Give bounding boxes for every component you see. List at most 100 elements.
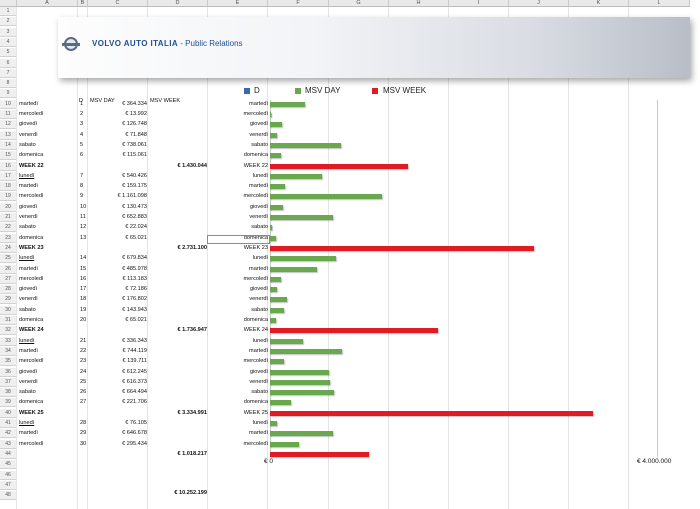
row-header-13[interactable]: 13 — [0, 130, 17, 140]
cell-day-label[interactable]: giovedì — [19, 286, 38, 293]
cell-msv-day[interactable]: € 176.802 — [122, 296, 147, 303]
column-header-d[interactable]: D — [148, 0, 208, 7]
row-header-12[interactable]: 12 — [0, 120, 17, 130]
cell-d[interactable]: 23 — [80, 358, 87, 365]
column-header-c[interactable]: C — [88, 0, 148, 7]
cell-d[interactable]: 6 — [80, 152, 84, 159]
row-header-14[interactable]: 14 — [0, 140, 17, 150]
cell-msv-week[interactable]: € 1.430.044 — [177, 162, 207, 169]
row-header-42[interactable]: 42 — [0, 429, 17, 439]
cell-d[interactable]: 18 — [80, 296, 87, 303]
cell-msv-day[interactable]: € 76.105 — [125, 420, 147, 426]
cell-day-label[interactable]: martedì — [19, 347, 38, 354]
cell-d[interactable]: 4 — [80, 131, 84, 138]
cell-d[interactable]: 26 — [80, 389, 87, 396]
cell-d[interactable]: 9 — [80, 193, 84, 200]
row-header-18[interactable]: 18 — [0, 182, 17, 192]
cell-d[interactable]: 29 — [80, 430, 87, 437]
select-all-corner[interactable] — [0, 0, 17, 7]
cell-day-label[interactable]: mercoledì — [19, 358, 44, 365]
cell-day-label[interactable]: WEEK 25 — [19, 409, 44, 416]
header-msv-day[interactable]: MSV DAY — [90, 98, 115, 104]
row-header-47[interactable]: 47 — [0, 480, 17, 490]
cell-day-label[interactable]: venerdì — [19, 296, 38, 303]
row-header-28[interactable]: 28 — [0, 285, 17, 295]
cell-day-label[interactable]: mercoledì — [19, 111, 44, 117]
cell-day-label[interactable]: venerdì — [19, 214, 38, 220]
cell-day-label[interactable]: giovedì — [19, 203, 38, 210]
cell-msv-day[interactable]: € 143.943 — [122, 306, 147, 313]
column-header-j[interactable]: J — [509, 0, 569, 7]
column-header-l[interactable]: L — [629, 0, 690, 7]
cell-msv-day[interactable]: € 1.161.098 — [117, 193, 147, 200]
cell-d[interactable]: 1 — [80, 100, 84, 107]
cell-msv-day[interactable]: € 221.706 — [122, 399, 147, 406]
row-header-46[interactable]: 46 — [0, 470, 17, 480]
header-msv-week[interactable]: MSV WEEK — [150, 98, 181, 104]
row-header-31[interactable]: 31 — [0, 316, 17, 325]
cell-msv-day[interactable]: € 115.061 — [122, 152, 147, 159]
cell-d[interactable]: 14 — [80, 255, 87, 262]
row-header-39[interactable]: 39 — [0, 398, 17, 408]
cell-d[interactable]: 30 — [80, 440, 87, 447]
cell-msv-week[interactable]: € 1.018.217 — [177, 450, 207, 457]
cell-day-label[interactable]: sabato — [19, 224, 36, 231]
cell-msv-day[interactable]: € 13.992 — [125, 111, 147, 117]
row-header-22[interactable]: 22 — [0, 223, 17, 233]
cell-day-label[interactable]: lunedì — [19, 255, 35, 262]
row-header-38[interactable]: 38 — [0, 388, 17, 398]
cell-day-label[interactable]: WEEK 22 — [19, 162, 44, 169]
cell-msv-day[interactable]: € 679.834 — [122, 255, 147, 262]
cell-day-label[interactable]: giovedì — [19, 368, 38, 375]
header-d[interactable]: D — [79, 98, 84, 104]
cell-msv-day[interactable]: € 616.373 — [122, 378, 147, 385]
cell-msv-day[interactable]: € 22.024 — [125, 224, 147, 231]
cell-msv-week[interactable]: € 2.731.100 — [177, 244, 207, 251]
cell-day-label[interactable]: WEEK 23 — [19, 244, 44, 251]
cell-msv-day[interactable]: € 612.245 — [122, 368, 147, 375]
cell-d[interactable]: 2 — [80, 111, 84, 117]
cell-d[interactable]: 22 — [80, 347, 87, 354]
cell-msv-day[interactable]: € 364.334 — [122, 100, 147, 107]
cell-msv-week[interactable]: € 3.334.991 — [177, 409, 207, 416]
cell-day-label[interactable]: venerdì — [19, 131, 38, 138]
cell-day-label[interactable]: domenica — [19, 234, 44, 241]
column-header-k[interactable]: K — [569, 0, 629, 7]
row-header-27[interactable]: 27 — [0, 274, 17, 284]
cell-msv-day[interactable]: € 485.978 — [122, 265, 147, 272]
row-header-2[interactable]: 2 — [0, 17, 17, 27]
row-header-32[interactable]: 32 — [0, 326, 17, 336]
cell-day-label[interactable]: sabato — [19, 389, 36, 396]
cell-d[interactable]: 3 — [80, 121, 84, 128]
cell-d[interactable]: 27 — [80, 399, 87, 406]
row-header-43[interactable]: 43 — [0, 439, 17, 449]
cell-d[interactable]: 28 — [80, 420, 87, 426]
cell-d[interactable]: 11 — [80, 214, 86, 220]
cell-d[interactable]: 19 — [80, 306, 87, 313]
column-header-f[interactable]: F — [268, 0, 329, 7]
cell-d[interactable]: 12 — [80, 224, 87, 231]
row-header-36[interactable]: 36 — [0, 367, 17, 377]
row-header-11[interactable]: 11 — [0, 110, 17, 119]
cell-msv-day[interactable]: € 71.848 — [125, 131, 147, 138]
cell-msv-day[interactable]: € 130.473 — [122, 203, 147, 210]
row-header-29[interactable]: 29 — [0, 295, 17, 305]
row-header-17[interactable]: 17 — [0, 171, 17, 181]
cell-day-label[interactable]: domenica — [19, 317, 44, 323]
cell-d[interactable]: 25 — [80, 378, 87, 385]
row-header-35[interactable]: 35 — [0, 357, 17, 367]
cell-day-label[interactable]: domenica — [19, 152, 44, 159]
row-header-10[interactable]: 10 — [0, 99, 17, 109]
row-header-44[interactable]: 44 — [0, 449, 17, 459]
cell-msv-week[interactable]: € 1.736.947 — [177, 327, 207, 334]
cell-day-label[interactable]: martedì — [19, 265, 38, 272]
column-header-g[interactable]: G — [329, 0, 389, 7]
column-header-b[interactable]: B — [78, 0, 88, 7]
cell-d[interactable]: 17 — [80, 286, 87, 293]
cell-day-label[interactable]: sabato — [19, 306, 36, 313]
row-header-34[interactable]: 34 — [0, 346, 17, 356]
cell-d[interactable]: 13 — [80, 234, 87, 241]
column-header-i[interactable]: I — [449, 0, 509, 7]
cell-d[interactable]: 5 — [80, 141, 84, 148]
cell-msv-day[interactable]: € 126.748 — [122, 121, 147, 128]
